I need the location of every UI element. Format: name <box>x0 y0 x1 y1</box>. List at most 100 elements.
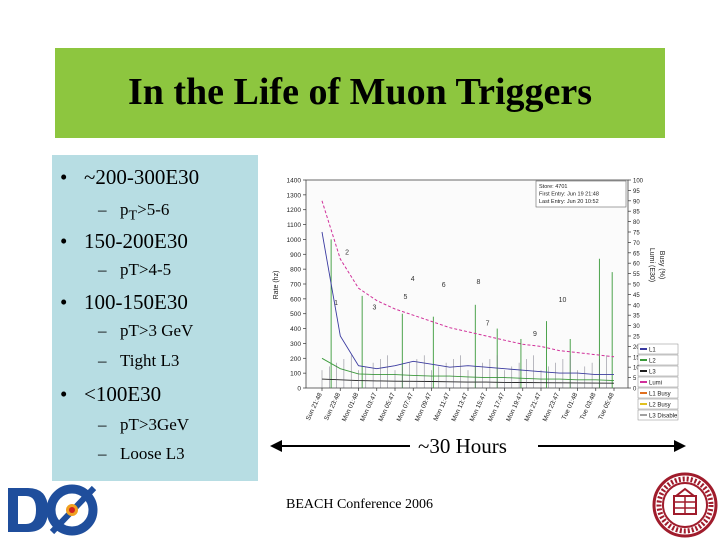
y-right-tick-label: 55 <box>633 272 640 278</box>
legend-label: L3 Disable <box>649 414 678 420</box>
y-tick-label: 1100 <box>287 222 301 229</box>
annotation-label: 3 <box>372 304 376 311</box>
y-right-tick-label: 75 <box>633 231 640 237</box>
bullet-text: <100E30 <box>84 382 162 406</box>
legend-entry-box <box>637 409 679 421</box>
y-right-tick-label: 0 <box>633 387 637 393</box>
y-tick-label: 100 <box>290 371 301 378</box>
y-tick-label: 1300 <box>287 192 302 199</box>
legend-label: Lumi <box>649 381 662 387</box>
info-box-line: Store: 4701 <box>539 184 567 190</box>
bullet-item: • 150-200E30 <box>60 229 188 253</box>
y-tick-label: 800 <box>290 267 301 274</box>
y-tick-label: 0 <box>297 386 301 393</box>
y-right-tick-label: 25 <box>633 335 640 341</box>
sub-bullet-text: Tight L3 <box>120 351 180 370</box>
annotation-label: 10 <box>559 297 567 304</box>
legend-entry-box <box>637 398 679 410</box>
info-box-line: Last Entry: Jun 20 10:52 <box>539 199 599 205</box>
university-seal-icon <box>652 472 718 538</box>
y-tick-label: 900 <box>290 252 301 259</box>
annotation-label: 5 <box>403 294 407 301</box>
y-right-tick-label: 90 <box>633 199 640 205</box>
y-right-tick-label: 60 <box>633 262 640 268</box>
y-tick-label: 700 <box>290 282 301 289</box>
annotation-label: 9 <box>533 331 537 338</box>
y-right-tick-label: 35 <box>633 314 640 320</box>
y-right2-axis-label: Busy (%) <box>658 251 665 279</box>
legend-entry-box <box>637 376 679 388</box>
annotation-label: 2 <box>345 249 349 256</box>
y-tick-label: 1400 <box>287 178 302 185</box>
sub-bullet-item: – pT>4-5 <box>98 260 172 279</box>
legend-label: L3 <box>649 370 656 376</box>
bullet-text: 150-200E30 <box>84 229 188 253</box>
bullet-text: 100-150E30 <box>84 290 188 314</box>
bullet-panel <box>52 155 258 481</box>
sub-bullet-item: – Loose L3 <box>98 444 185 463</box>
trigger-rate-chart: 0 100 200 300 400 500 600 700 800 900 1000 1100 1200… <box>266 170 686 440</box>
y-right-tick-label: 85 <box>633 210 640 216</box>
annotation-label: 8 <box>476 279 480 286</box>
footer-text: BEACH Conference 2006 <box>286 497 433 512</box>
series-line-lumi <box>321 200 615 358</box>
sub-bullet-text: pT>4-5 <box>120 260 172 279</box>
y-right-axis-label: Lumi (E30) <box>648 248 655 282</box>
y-right-tick-label: 5 <box>633 376 637 382</box>
sub-bullet-text: pT>3 GeV <box>120 321 194 340</box>
annotation-label: 7 <box>486 321 490 328</box>
info-box-line: First Entry: Jun 19 21:48 <box>539 192 599 198</box>
sub-bullet-item: – pT>3GeV <box>98 415 190 434</box>
y-right-tick-label: 80 <box>633 220 640 226</box>
y-tick-label: 200 <box>290 356 301 363</box>
legend-entry-box <box>637 354 679 366</box>
y-tick-label: 500 <box>290 311 301 318</box>
annotation-label: 6 <box>442 282 446 289</box>
y-right-tick-label: 20 <box>633 345 640 351</box>
plot-area <box>305 179 629 389</box>
title-banner: In the Life of Muon Triggers <box>55 48 665 138</box>
y-right-tick-label: 45 <box>633 293 640 299</box>
y-right-tick-label: 95 <box>633 189 640 195</box>
sub-bullet-item: – pT>5-6 <box>98 200 170 224</box>
legend-label: L1 <box>649 348 656 354</box>
series-line-l1 <box>321 231 614 376</box>
y-right-tick-label: 10 <box>633 366 640 372</box>
y-right-tick-label: 15 <box>633 355 640 361</box>
y-right-tick-label: 50 <box>633 283 640 289</box>
info-box <box>535 180 627 208</box>
annotation-label: 1 <box>334 300 338 307</box>
y-right-tick-label: 40 <box>633 303 640 309</box>
legend-entry-box <box>637 365 679 377</box>
y-tick-label: 400 <box>290 326 301 333</box>
bullet-item: • 100-150E30 <box>60 290 188 314</box>
sub-bullet-text: pT>5-6 <box>120 200 170 224</box>
d0-logo-icon <box>4 484 108 536</box>
y-right-tick-label: 70 <box>633 241 640 247</box>
slide-title: In the Life of Muon Triggers <box>127 71 593 113</box>
legend-label: L2 Busy <box>649 403 671 409</box>
time-span-arrow <box>270 440 686 452</box>
sub-bullet-item: – pT>3 GeV <box>98 321 194 340</box>
legend-label: L1 Busy <box>649 392 671 398</box>
y-tick-label: 600 <box>290 296 301 303</box>
y-tick-label: 1000 <box>287 237 302 244</box>
bullet-item: • ~200-300E30 <box>60 165 200 189</box>
sub-bullet-text: Loose L3 <box>120 444 185 463</box>
legend-entry-box <box>637 343 679 355</box>
trigger-rate-chart-svg: 0100200300400500600700800900100011001200… <box>266 170 686 440</box>
y-right-tick-label: 30 <box>633 324 640 330</box>
sub-bullet-text: pT>3GeV <box>120 415 190 434</box>
y-right-tick-label: 100 <box>633 179 644 185</box>
sub-bullet-item: – Tight L3 <box>98 351 180 370</box>
time-span-label: ~30 Hours <box>418 434 507 458</box>
y-tick-label: 1200 <box>287 207 302 214</box>
annotation-label: 4 <box>411 276 415 283</box>
y-right-tick-label: 65 <box>633 251 640 257</box>
bullet-text: ~200-300E30 <box>84 165 200 189</box>
y-tick-label: 300 <box>290 341 301 348</box>
legend-label: L2 <box>649 359 656 365</box>
bullet-item: • <100E30 <box>60 382 162 406</box>
y-axis-label: Rate (hz) <box>273 271 280 300</box>
legend-entry-box <box>637 387 679 399</box>
